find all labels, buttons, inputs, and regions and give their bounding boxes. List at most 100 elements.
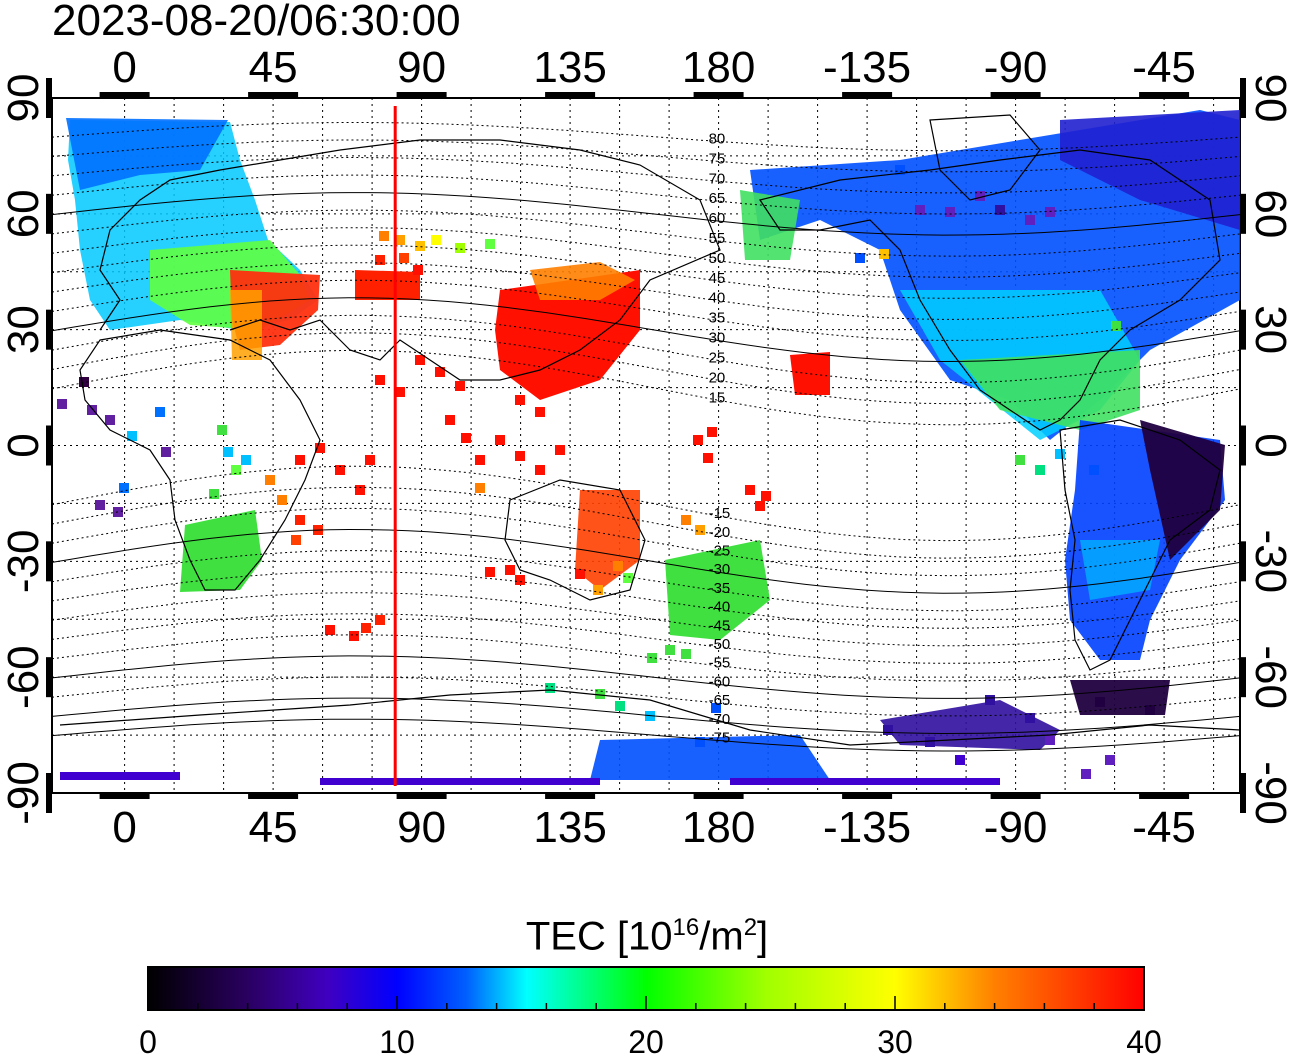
tec-point: [395, 235, 405, 245]
bottom-tick-bar: [545, 793, 596, 799]
contour-label: 55: [709, 230, 726, 247]
tec-point: [761, 491, 771, 501]
tec-patch-aus-east: [575, 490, 640, 590]
colorbar-title-exponent: 16: [672, 914, 700, 941]
contour-label: -20: [709, 524, 731, 541]
tec-point: [985, 695, 995, 705]
tec-point: [925, 737, 935, 747]
tec-patch-antarctic-east: [590, 735, 830, 780]
lat-tick-label-right: 60: [1246, 189, 1294, 238]
left-tick-bar: [46, 657, 52, 698]
tec-point: [415, 355, 425, 365]
right-tick-bar: [1240, 773, 1246, 813]
tec-point: [295, 515, 305, 525]
tec-patch-s-africa: [180, 510, 262, 592]
tec-point: [707, 427, 717, 437]
tec-point: [455, 243, 465, 253]
lon-tick-label-top: 45: [249, 43, 298, 92]
contour-label: -50: [709, 636, 731, 653]
tec-point: [945, 207, 955, 217]
top-tick-bar: [842, 92, 893, 98]
colorbar-tick-label: 30: [877, 1024, 913, 1057]
tec-point: [361, 623, 371, 633]
tec-point: [615, 701, 625, 711]
magnetic-contour-line: [52, 297, 1240, 363]
tec-point: [745, 485, 755, 495]
coastline-eurasia: [99, 139, 721, 381]
tec-point: [431, 235, 441, 245]
tec-point: [613, 561, 623, 571]
top-tick-bar: [990, 92, 1041, 98]
contour-label: -60: [709, 673, 731, 690]
contour-label: 60: [709, 210, 726, 227]
tec-point: [475, 455, 485, 465]
colorbar-tick-label: 40: [1126, 1024, 1162, 1057]
contour-label: 30: [709, 330, 726, 347]
tec-point: [695, 737, 705, 747]
axis-tick-labels: 0 45 90 135 180 -135 -90 -45 0 45 90 135 180 -135 -90 -…: [0, 43, 1294, 852]
tec-point: [435, 367, 445, 377]
magnetic-contour-line: [52, 697, 1240, 735]
coastline-antarctica: [59, 689, 1240, 746]
tec-point: [681, 649, 691, 659]
tec-point: [105, 415, 115, 425]
left-tick-bar: [46, 773, 52, 813]
right-tick-bar: [1240, 193, 1246, 234]
bottom-tick-bar: [990, 793, 1041, 799]
contour-label: -40: [709, 599, 731, 616]
colorbar-title-prefix: TEC [10: [525, 914, 673, 959]
magnetic-contour-line: [52, 486, 1240, 559]
top-tick-bar: [396, 92, 447, 98]
tec-point: [485, 239, 495, 249]
right-tick-bar: [1240, 425, 1246, 466]
contour-label: -75: [709, 730, 731, 747]
tec-point: [241, 455, 251, 465]
lon-tick-label-top: -90: [984, 43, 1048, 92]
contour-label: 25: [709, 349, 726, 366]
tec-patch-alaska: [740, 190, 800, 260]
magnetic-contour-line: [52, 314, 1240, 384]
lat-tick-label-left: -90: [0, 761, 48, 825]
tec-point: [895, 165, 905, 175]
magnetic-contour-line: [52, 550, 1240, 612]
tec-point: [445, 415, 455, 425]
colorbar-title-suffix: ]: [757, 914, 769, 959]
top-tick-bar: [99, 92, 150, 98]
tec-point: [349, 631, 359, 641]
left-tick-bar: [46, 309, 52, 350]
lon-tick-label-top: 180: [682, 43, 755, 92]
magnetic-contour-line: [52, 279, 1240, 341]
tec-point: [665, 645, 675, 655]
top-tick-bar: [693, 92, 744, 98]
coastlines: [59, 114, 1240, 746]
tec-point: [375, 255, 385, 265]
tec-point: [1105, 755, 1115, 765]
tec-point: [87, 405, 97, 415]
magnetic-contours: [52, 122, 1240, 752]
contour-label: 75: [709, 150, 726, 167]
magnetic-contour-line: [52, 227, 1240, 278]
left-tick-bar: [46, 193, 52, 234]
tec-point: [955, 755, 965, 765]
left-tick-bar: [46, 541, 52, 582]
tec-point: [1025, 713, 1035, 723]
tec-patch-asia-orange: [530, 262, 635, 300]
lat-tick-label-left: 0: [0, 433, 48, 457]
tec-point: [217, 425, 227, 435]
lat-tick-label-right: 0: [1246, 433, 1294, 457]
magnetic-contour-line: [52, 528, 1240, 594]
left-tick-bar: [46, 425, 52, 466]
bottom-tick-bar: [693, 793, 744, 799]
contour-label: 50: [709, 250, 726, 267]
lat-tick-label-right: 30: [1246, 305, 1294, 354]
tec-point: [455, 381, 465, 391]
tec-point: [57, 399, 67, 409]
top-tick-bar: [248, 92, 299, 98]
tec-point: [315, 443, 325, 453]
magnetic-contour-line: [52, 244, 1240, 299]
magnetic-contour-line: [52, 262, 1240, 320]
tec-point: [155, 407, 165, 417]
lat-tick-label-left: -30: [0, 530, 48, 594]
tec-point: [119, 483, 129, 493]
tec-point: [879, 249, 889, 259]
